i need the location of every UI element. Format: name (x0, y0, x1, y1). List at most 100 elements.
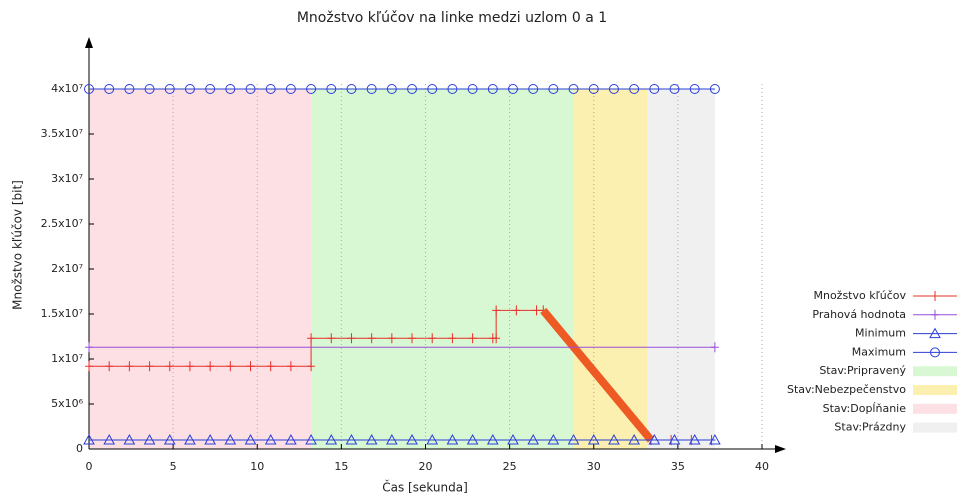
x-tick-label: 5 (170, 460, 177, 473)
chart-title: Množstvo kľúčov na linke medzi uzlom 0 a… (297, 10, 607, 26)
data-point (103, 433, 116, 445)
x-axis-arrow (775, 445, 786, 453)
x-axis-label: Čas [sekunda] (382, 480, 468, 495)
data-point (305, 433, 317, 445)
legend-swatch (913, 403, 957, 414)
data-point (204, 433, 216, 445)
data-point (386, 433, 398, 445)
data-point (225, 84, 236, 94)
x-tick-label: 0 (86, 460, 93, 473)
data-point (143, 433, 156, 445)
x-tick-label: 35 (671, 460, 685, 473)
x-tick-label: 25 (503, 460, 517, 473)
data-point (468, 333, 477, 344)
data-point (709, 433, 721, 445)
data-point (104, 84, 115, 94)
data-point (629, 84, 640, 94)
legend-swatch (913, 385, 957, 395)
data-point (85, 342, 93, 353)
y-axis-arrow (85, 37, 93, 48)
y-tick-label: 4x10⁷ (51, 82, 83, 95)
legend-item: Minimum (855, 327, 957, 340)
data-point (285, 84, 296, 94)
data-point (185, 361, 194, 372)
data-point (492, 305, 501, 316)
data-point (512, 305, 521, 316)
y-tick-label: 3x10⁷ (51, 172, 83, 185)
data-point (85, 361, 93, 372)
x-tick-label: 40 (755, 460, 769, 473)
legend-swatch (913, 366, 957, 377)
data-point (507, 433, 519, 445)
data-point (548, 84, 559, 94)
y-tick-label: 2.5x10⁷ (41, 217, 83, 230)
data-point (447, 84, 458, 94)
data-point (446, 433, 459, 445)
legend-label: Minimum (855, 327, 906, 340)
state-band (89, 89, 312, 449)
data-point (124, 84, 135, 94)
data-point (266, 361, 275, 372)
data-point (648, 433, 661, 445)
y-tick-label: 3.5x10⁷ (41, 127, 83, 140)
data-point (163, 433, 176, 445)
data-point (265, 84, 276, 94)
data-point (588, 84, 599, 94)
data-point (366, 84, 377, 94)
data-point (527, 433, 540, 445)
data-point (587, 433, 600, 445)
data-point (184, 84, 195, 94)
data-point (426, 433, 439, 445)
legend-label: Množstvo kľúčov (813, 289, 906, 302)
data-point (144, 84, 155, 94)
data-point (387, 333, 396, 344)
data-point (224, 433, 237, 445)
data-point (466, 433, 479, 445)
data-point (83, 433, 95, 445)
legend-item: Stav:Nebezpečenstvo (787, 383, 957, 396)
data-point (467, 84, 478, 94)
data-point (244, 433, 257, 445)
data-point (709, 84, 720, 94)
series-line (540, 307, 655, 443)
x-tick-label: 30 (587, 460, 601, 473)
y-tick-label: 1x10⁷ (51, 352, 83, 365)
data-point (406, 433, 418, 445)
data-point (669, 84, 680, 94)
data-point (326, 84, 337, 94)
data-point (246, 361, 255, 372)
legend-label: Maximum (852, 345, 906, 358)
x-tick-label: 20 (419, 460, 433, 473)
data-point (486, 433, 499, 445)
data-point (306, 84, 317, 94)
data-point (345, 433, 358, 445)
data-point (567, 433, 580, 445)
data-point (105, 361, 114, 372)
data-point (184, 433, 196, 445)
data-point (285, 433, 297, 445)
data-point (427, 84, 438, 94)
legend-item: Prahová hodnota (812, 308, 957, 321)
data-point (205, 84, 216, 94)
y-axis-label: Množstvo kľúčov [bit] (11, 180, 25, 310)
data-point (931, 291, 939, 301)
data-point (407, 84, 418, 94)
data-point (487, 84, 498, 94)
legend-item: Maximum (852, 345, 957, 358)
data-point (165, 361, 174, 372)
data-point (325, 433, 338, 445)
data-point (528, 84, 539, 94)
data-point (689, 84, 700, 94)
data-point (264, 433, 277, 445)
x-tick-label: 15 (334, 460, 348, 473)
data-point (649, 84, 660, 94)
data-point (307, 361, 316, 372)
y-tick-label: 2x10⁷ (51, 262, 83, 275)
data-point (226, 361, 235, 372)
y-tick-label: 5x10⁶ (51, 397, 84, 410)
legend-item: Stav:Prázdny (834, 421, 957, 434)
legend-item: Stav:Dopĺňanie (823, 402, 957, 415)
data-point (408, 333, 417, 344)
data-point (628, 433, 640, 445)
data-point (386, 84, 397, 94)
